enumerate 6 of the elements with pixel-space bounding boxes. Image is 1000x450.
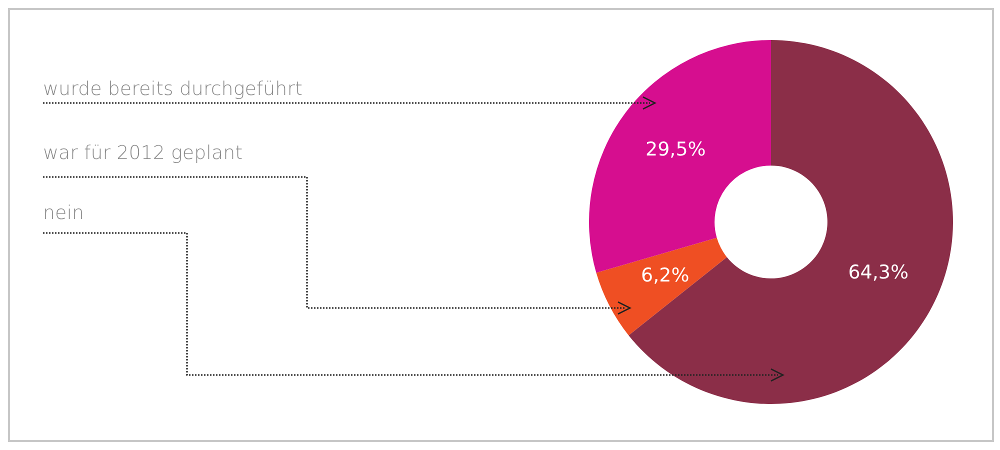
slice-label: nein [43,202,84,224]
slice-label: war für 2012 geplant [43,142,243,164]
data-label: 6,2% [640,264,690,287]
slice-label: wurde bereits durchgeführt [43,78,302,100]
data-label: 29,5% [645,138,706,160]
data-label: 64,3% [848,262,909,284]
